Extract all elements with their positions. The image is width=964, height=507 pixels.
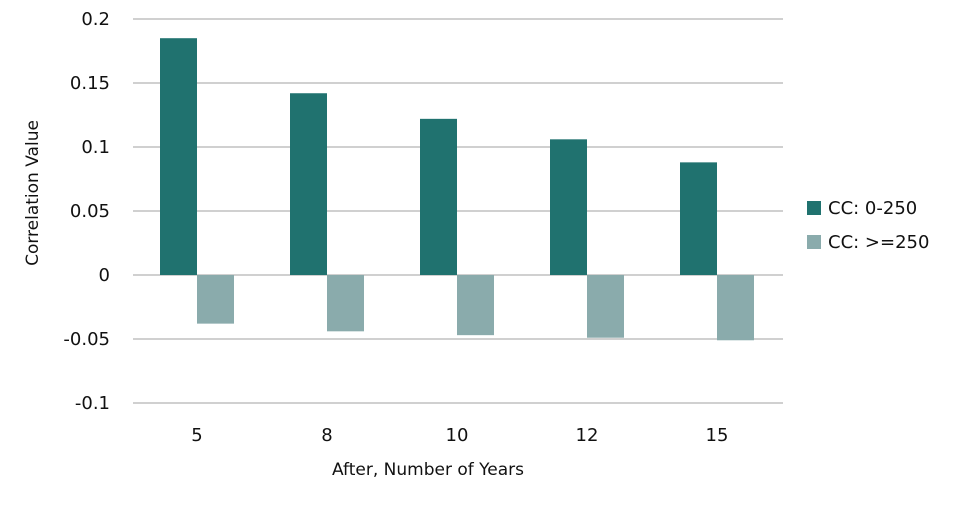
y-tick-label: 0: [99, 265, 110, 286]
y-tick-label: 0.2: [81, 9, 110, 30]
y-axis-title: Correlation Value: [23, 120, 43, 266]
bars: [160, 38, 754, 341]
bar-series-2-5: [197, 275, 234, 324]
bar-series-2-15: [717, 275, 754, 341]
legend-label: CC: 0-250: [828, 198, 917, 219]
legend-swatch: [807, 235, 821, 249]
y-tick-labels: -0.1 -0.05 0 0.05 0.1 0.15 0.2: [63, 9, 110, 414]
legend-label: CC: >=250: [828, 232, 929, 253]
bar-series-1-15: [680, 162, 717, 275]
bar-series-2-10: [457, 275, 494, 336]
bar-series-1-5: [160, 38, 197, 276]
x-tick-label: 10: [446, 425, 469, 446]
legend: CC: 0-250 CC: >=250: [807, 198, 929, 253]
y-tick-label: -0.1: [75, 393, 110, 414]
x-axis-title: After, Number of Years: [332, 460, 524, 480]
x-tick-label: 12: [576, 425, 599, 446]
x-tick-label: 8: [321, 425, 332, 446]
bar-series-2-12: [587, 275, 624, 338]
bar-series-1-10: [420, 118, 457, 275]
x-tick-label: 15: [706, 425, 729, 446]
x-tick-label: 5: [191, 425, 202, 446]
y-tick-label: 0.1: [81, 137, 110, 158]
y-tick-label: -0.05: [63, 329, 110, 350]
y-tick-label: 0.15: [70, 73, 110, 94]
bar-series-1-8: [290, 93, 327, 276]
legend-swatch: [807, 201, 821, 215]
y-tick-label: 0.05: [70, 201, 110, 222]
bar-series-1-12: [550, 139, 587, 275]
bar-series-2-8: [327, 275, 364, 332]
x-tick-labels: 5 8 10 12 15: [191, 425, 728, 446]
